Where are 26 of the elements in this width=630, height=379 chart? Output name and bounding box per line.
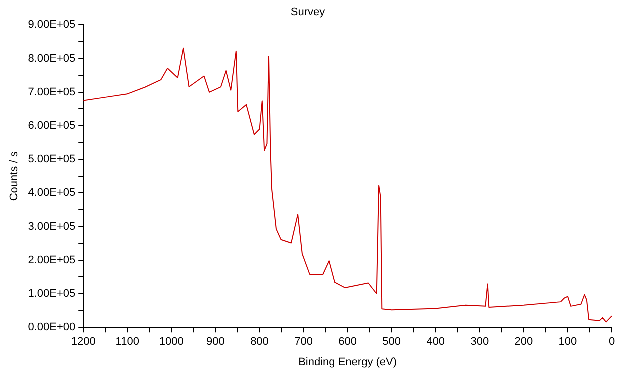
x-tick-label: 700: [294, 336, 313, 348]
y-tick-label: 7.00E+05: [28, 86, 76, 98]
y-tick-label: 0.00E+00: [28, 322, 76, 334]
x-tick-label: 400: [426, 336, 446, 348]
y-tick-label: 2.00E+05: [28, 254, 76, 266]
chart-title: Survey: [290, 6, 326, 19]
y-tick-label: 3.00E+05: [28, 220, 76, 233]
x-tick-label: 900: [206, 336, 225, 348]
x-tick-label: 1200: [71, 336, 96, 348]
y-axis-title: Counts / s: [8, 151, 21, 202]
x-tick-label: 1100: [116, 336, 140, 348]
x-tick-label: 600: [338, 336, 357, 348]
x-tick-label: 300: [470, 336, 490, 348]
y-tick-label: 1.00E+05: [28, 288, 76, 300]
x-tick-label: 0: [608, 336, 616, 348]
x-tick-label: 1000: [159, 336, 184, 348]
x-axis-title: Binding Energy (eV): [298, 356, 398, 368]
y-tick-label: 4.00E+05: [28, 187, 76, 200]
x-tick-label: 500: [382, 336, 402, 348]
x-tick-label: 100: [558, 336, 578, 348]
x-tick-label: 800: [250, 336, 269, 348]
y-tick-label: 9.00E+05: [28, 19, 76, 32]
y-tick-label: 8.00E+05: [28, 52, 76, 65]
y-tick-label: 6.00E+05: [28, 120, 76, 132]
y-tick-label: 5.00E+05: [28, 154, 76, 166]
x-tick-label: 200: [514, 336, 534, 348]
